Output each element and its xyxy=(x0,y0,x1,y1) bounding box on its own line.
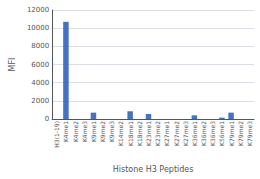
svg-text:K36me1: K36me1 xyxy=(191,121,198,146)
svg-text:MFI: MFI xyxy=(8,58,17,72)
svg-text:K27me1: K27me1 xyxy=(163,121,170,146)
svg-text:K18me1: K18me1 xyxy=(127,121,134,146)
svg-text:K27me3: K27me3 xyxy=(182,121,189,146)
svg-text:12000: 12000 xyxy=(27,6,49,14)
svg-text:10000: 10000 xyxy=(27,24,49,32)
svg-text:K79me3: K79me3 xyxy=(246,121,253,146)
svg-text:H3(1-19): H3(1-19) xyxy=(53,121,60,148)
svg-text:K27me2: K27me2 xyxy=(173,121,180,146)
svg-text:K4me2: K4me2 xyxy=(72,121,79,142)
svg-text:6000: 6000 xyxy=(31,61,49,69)
svg-text:Histone H3 Peptides: Histone H3 Peptides xyxy=(113,165,194,174)
svg-text:K9me3: K9me3 xyxy=(108,121,115,142)
svg-text:K79me1: K79me1 xyxy=(228,121,235,146)
svg-text:K9me2: K9me2 xyxy=(99,121,106,142)
svg-text:8000: 8000 xyxy=(31,42,49,50)
svg-text:K9me1: K9me1 xyxy=(90,121,97,142)
svg-text:2000: 2000 xyxy=(31,97,49,105)
svg-text:K56me1: K56me1 xyxy=(218,121,225,146)
svg-text:K79me2: K79me2 xyxy=(237,121,244,146)
svg-text:K23me2: K23me2 xyxy=(154,121,161,146)
svg-text:K14me2: K14me2 xyxy=(117,121,124,146)
svg-text:4000: 4000 xyxy=(31,79,49,87)
svg-text:K18me2: K18me2 xyxy=(136,121,143,146)
svg-text:K4me1: K4me1 xyxy=(62,121,69,142)
svg-text:K36me2: K36me2 xyxy=(200,121,207,146)
svg-text:K23me1: K23me1 xyxy=(145,121,152,146)
svg-text:0: 0 xyxy=(45,115,49,123)
svg-text:K36me3: K36me3 xyxy=(209,121,216,146)
svg-text:K4me3: K4me3 xyxy=(81,121,88,142)
